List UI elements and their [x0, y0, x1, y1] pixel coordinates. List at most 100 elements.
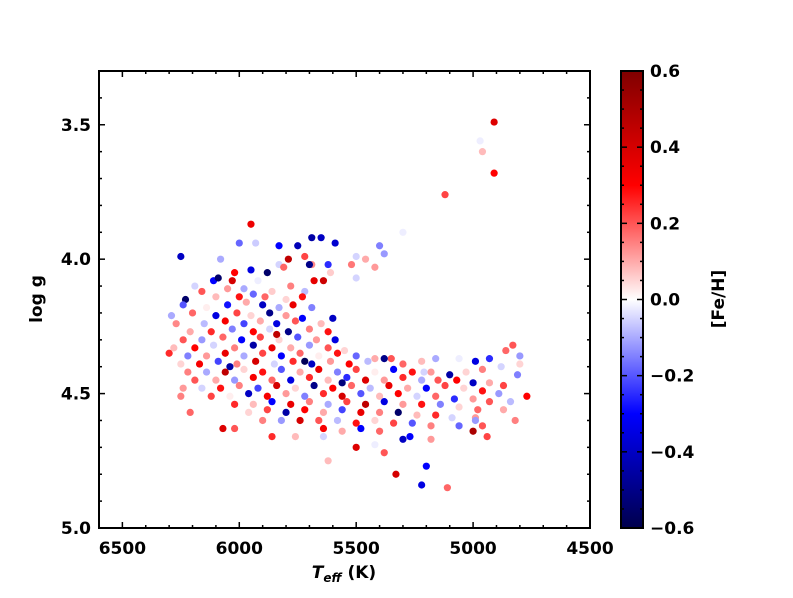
data-point: [352, 365, 360, 373]
data-point: [455, 355, 463, 363]
data-point: [319, 433, 328, 441]
data-point: [289, 357, 297, 365]
data-point: [291, 384, 299, 392]
data-point: [242, 298, 250, 306]
data-point: [259, 416, 267, 425]
data-point: [282, 408, 290, 417]
data-point: [214, 274, 222, 282]
data-point: [399, 228, 407, 236]
data-point: [231, 424, 239, 433]
data-point: [305, 398, 314, 406]
data-point: [462, 368, 470, 376]
data-point: [291, 433, 299, 441]
data-point: [375, 427, 384, 435]
data-point: [191, 282, 199, 290]
data-point: [506, 398, 515, 406]
data-point: [483, 433, 491, 441]
y-tick-label: 3.5: [61, 116, 91, 136]
data-point: [284, 255, 292, 263]
data-point: [446, 371, 454, 379]
data-point: [375, 392, 384, 400]
data-point: [268, 398, 276, 406]
data-point: [305, 341, 314, 349]
data-point: [333, 349, 342, 357]
data-point: [499, 406, 508, 414]
colorbar-tick-label: 0.2: [650, 214, 680, 234]
data-point: [214, 357, 222, 365]
data-point: [326, 357, 335, 365]
data-point: [490, 169, 498, 177]
data-point: [202, 352, 211, 360]
data-point: [181, 295, 190, 304]
data-point: [312, 336, 321, 344]
data-point: [235, 293, 243, 301]
data-point: [310, 381, 318, 390]
data-point: [228, 325, 236, 333]
data-point: [305, 373, 314, 382]
data-point: [282, 295, 290, 304]
data-point: [331, 336, 339, 344]
data-point: [478, 422, 487, 430]
data-point: [352, 274, 360, 282]
y-tick-label: 5.0: [61, 519, 91, 539]
data-point: [177, 392, 185, 400]
data-point: [219, 333, 227, 341]
data-point: [296, 349, 304, 357]
data-point: [399, 360, 407, 368]
data-point: [245, 408, 253, 417]
data-point: [371, 355, 379, 363]
x-axis-label-symbol: T: [312, 563, 325, 583]
data-point: [202, 368, 211, 376]
data-point: [380, 398, 388, 406]
data-point: [441, 381, 449, 390]
data-points: [165, 118, 531, 492]
data-point: [216, 255, 225, 263]
x-axis-label: Teff (K): [312, 563, 376, 585]
data-point: [448, 414, 456, 422]
data-point: [188, 309, 197, 317]
data-point: [324, 344, 332, 352]
data-point: [177, 360, 185, 368]
data-point: [280, 263, 288, 271]
data-point: [324, 328, 332, 336]
data-point: [399, 400, 407, 408]
data-point: [361, 400, 370, 408]
data-point: [245, 389, 253, 398]
data-point: [394, 389, 402, 398]
data-point: [380, 355, 388, 363]
data-point: [247, 266, 255, 274]
data-point: [513, 371, 522, 379]
data-point: [275, 303, 283, 312]
data-point: [277, 352, 285, 360]
data-point: [198, 287, 206, 296]
data-point: [380, 250, 388, 258]
data-point: [474, 406, 482, 414]
data-point: [212, 293, 220, 301]
data-point: [413, 411, 421, 419]
data-point: [235, 381, 243, 390]
data-point: [347, 381, 356, 390]
data-point: [418, 357, 426, 365]
data-point: [172, 320, 180, 328]
data-point: [371, 263, 379, 271]
data-point: [485, 379, 494, 387]
data-point: [333, 368, 342, 376]
data-point: [301, 252, 309, 261]
data-point: [427, 422, 435, 430]
data-point: [195, 360, 204, 368]
data-point: [296, 368, 304, 376]
data-point: [207, 392, 215, 400]
data-point: [361, 255, 370, 263]
data-point: [476, 137, 484, 145]
data-point: [441, 191, 449, 199]
data-point: [287, 282, 295, 290]
data-point: [509, 341, 517, 349]
data-point: [221, 349, 229, 357]
data-point: [345, 360, 353, 368]
data-point: [233, 309, 241, 317]
data-point: [324, 260, 332, 269]
data-point: [249, 290, 257, 298]
data-point: [252, 239, 260, 247]
data-point: [371, 416, 379, 425]
